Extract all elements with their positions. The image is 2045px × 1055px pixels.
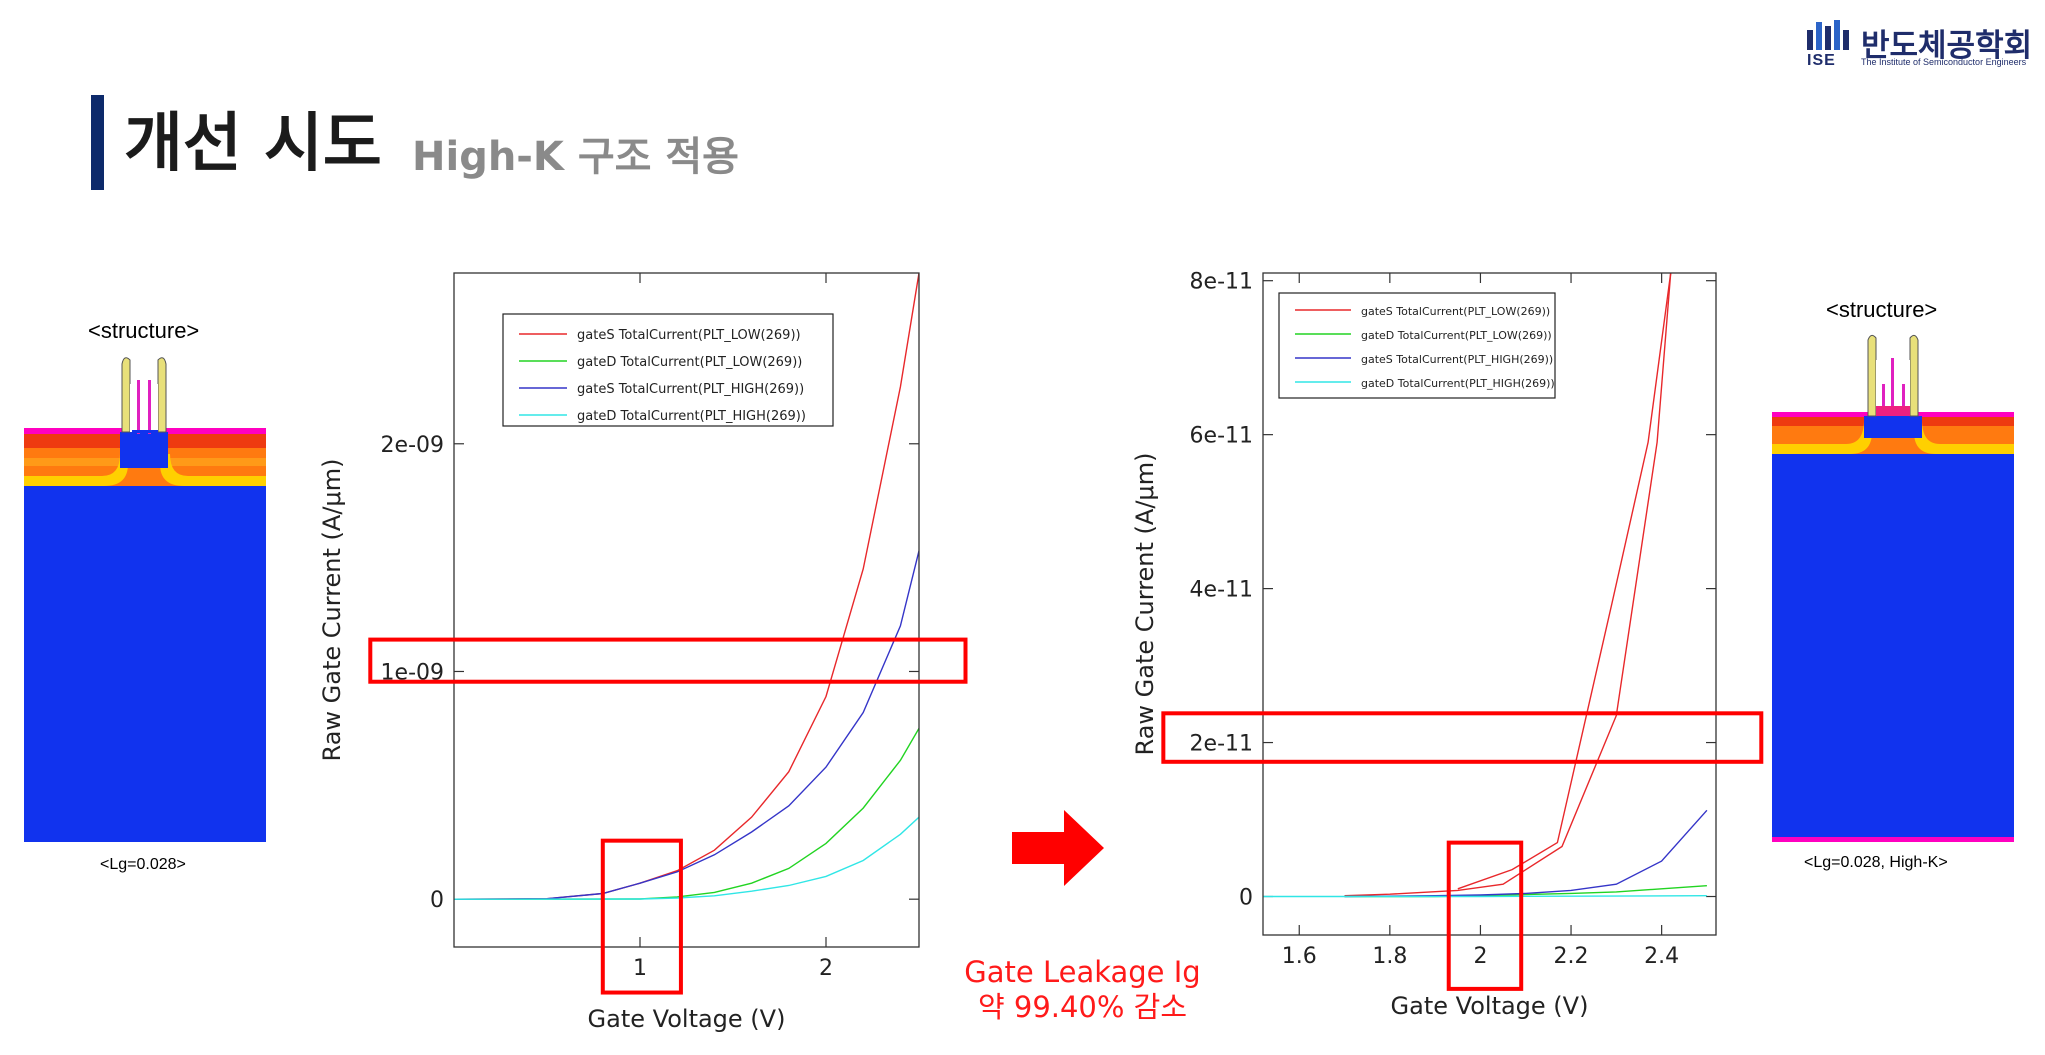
ise-logo: 반도체공학회 ISE The Institute of Semiconducto… — [1805, 18, 2040, 73]
legend-label: gateD TotalCurrent(PLT_HIGH(269)) — [1361, 377, 1555, 390]
legend-label: gateD TotalCurrent(PLT_LOW(269)) — [577, 355, 802, 370]
title-accent-bar — [91, 95, 104, 190]
caption-line-1: Gate Leakage Ig — [964, 955, 1201, 989]
legend-label: gateS TotalCurrent(PLT_LOW(269)) — [1361, 305, 1550, 318]
ise-logo-mark-icon — [1807, 20, 1849, 50]
x-tick-label: 1 — [633, 956, 647, 981]
right-structure-title: <structure> — [1826, 297, 1938, 322]
y-tick-label: 2e-11 — [1190, 732, 1253, 757]
y-axis-label: Raw Gate Current (A/μm) — [1131, 453, 1159, 756]
logo-full-name: The Institute of Semiconductor Engineers — [1861, 57, 2027, 67]
y-tick-label: 6e-11 — [1190, 424, 1253, 449]
x-tick-label: 2.4 — [1644, 944, 1679, 969]
logo-name: 반도체공학회 — [1861, 28, 2033, 64]
y-tick-label: 4e-11 — [1190, 578, 1253, 603]
logo-abbr: ISE — [1807, 52, 1836, 69]
y-tick-label: 0 — [430, 888, 444, 913]
y-tick-label: 8e-11 — [1190, 270, 1253, 295]
highlight-box — [600, 838, 683, 995]
right-structure-image — [1772, 334, 2014, 842]
highlight-box — [1161, 711, 1764, 764]
left-structure-label: <Lg=0.028> — [100, 856, 186, 873]
right-structure-label: <Lg=0.028, High-K> — [1804, 854, 1948, 871]
page-title: 개선 시도 — [124, 107, 382, 181]
y-tick-label: 2e-09 — [381, 433, 444, 458]
series-line-3 — [1344, 809, 1708, 898]
plot-frame — [1262, 272, 1717, 936]
series-line-4 — [1263, 895, 1707, 898]
left-structure-image — [24, 357, 266, 842]
y-axis-label: Raw Gate Current (A/μm) — [318, 459, 346, 762]
right-arrow-icon — [1012, 810, 1104, 886]
legend-label: gateS TotalCurrent(PLT_HIGH(269)) — [577, 382, 804, 397]
page-subtitle: High-K 구조 적용 — [412, 134, 739, 180]
highlight-box — [1446, 840, 1524, 991]
series-line-3 — [454, 550, 919, 900]
leakage-caption: Gate Leakage Ig 약 99.40% 감소 — [940, 955, 1225, 1025]
x-tick-label: 2 — [819, 956, 833, 981]
plot-area — [454, 273, 919, 900]
x-tick-label: 1.6 — [1282, 944, 1317, 969]
x-axis-label: Gate Voltage (V) — [1391, 992, 1589, 1020]
series-line-4 — [454, 816, 919, 900]
series-line-2 — [1344, 885, 1707, 898]
left-structure-title: <structure> — [88, 318, 200, 343]
x-tick-label: 2.2 — [1554, 944, 1589, 969]
legend-label: gateS TotalCurrent(PLT_LOW(269)) — [577, 328, 801, 343]
legend-label: gateS TotalCurrent(PLT_HIGH(269)) — [1361, 353, 1553, 366]
series-line-2 — [454, 728, 919, 900]
x-tick-label: 1.8 — [1372, 944, 1407, 969]
legend-label: gateD TotalCurrent(PLT_HIGH(269)) — [577, 409, 806, 424]
series-line-1-branch — [1457, 273, 1672, 890]
legend-box — [502, 313, 834, 427]
chart-after-highk: 1.6 1.8 2 2.2 2.4 0 2e-11 4e-11 6e-11 8e-11 Gate V… — [1131, 270, 1764, 1020]
legend-label: gateD TotalCurrent(PLT_LOW(269)) — [1361, 329, 1552, 342]
highlight-box — [368, 637, 968, 684]
y-tick-label: 0 — [1239, 886, 1253, 911]
x-axis-label: Gate Voltage (V) — [588, 1005, 786, 1033]
series-line-1 — [1344, 273, 1672, 897]
plot-frame — [453, 272, 920, 948]
x-tick-label: 2 — [1473, 944, 1487, 969]
plot-area — [1263, 273, 1708, 898]
caption-line-2: 약 99.40% 감소 — [977, 990, 1188, 1024]
